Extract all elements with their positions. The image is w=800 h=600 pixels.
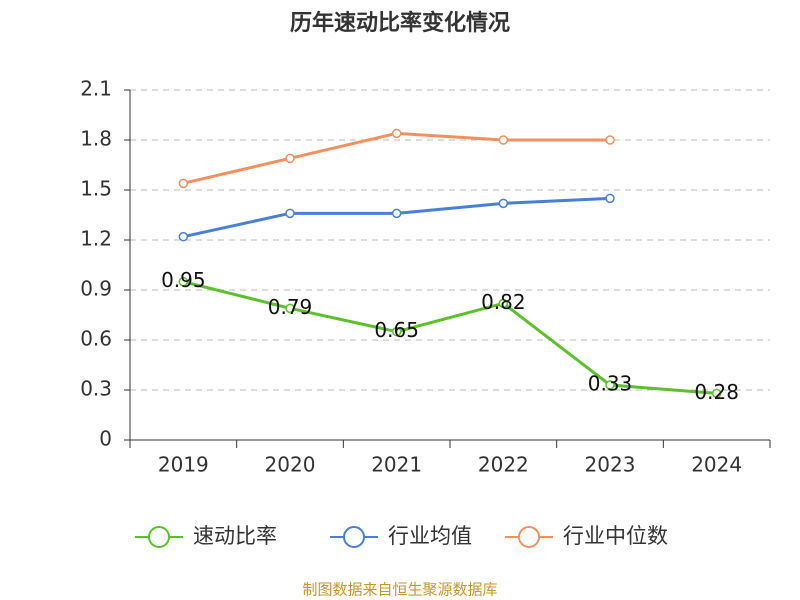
- data-point: [498, 198, 509, 209]
- data-label: 0.65: [374, 318, 419, 342]
- y-tick-label: 1.2: [80, 227, 112, 251]
- data-point: [605, 135, 615, 145]
- source-note: 制图数据来自恒生聚源数据库: [302, 581, 497, 599]
- data-point: [605, 193, 615, 204]
- legend-label: 行业中位数: [563, 524, 668, 548]
- data-point: [391, 326, 402, 337]
- data-point: [285, 303, 295, 314]
- y-tick-label: 1.5: [80, 177, 112, 201]
- y-tick-label: 0.6: [80, 327, 112, 351]
- data-label: 0.95: [161, 268, 206, 292]
- y-tick-label: 0: [99, 427, 112, 451]
- x-tick-label: 2022: [478, 453, 529, 477]
- y-tick-label: 0.3: [80, 377, 112, 401]
- legend-marker: [148, 526, 170, 548]
- data-label: 0.82: [481, 290, 526, 314]
- x-tick-label: 2024: [691, 453, 742, 477]
- data-point: [285, 208, 295, 219]
- y-tick-label: 0.9: [80, 277, 112, 301]
- legend-marker: [518, 526, 540, 548]
- legend-label: 速动比率: [193, 524, 277, 548]
- x-tick-label: 2019: [158, 453, 209, 477]
- y-tick-label: 2.1: [80, 77, 112, 101]
- data-label: 0.28: [694, 380, 739, 404]
- data-label: 0.33: [588, 372, 633, 396]
- data-point: [178, 178, 189, 189]
- data-point: [391, 208, 402, 219]
- series-line: [182, 131, 610, 185]
- data-point: [391, 128, 402, 139]
- data-point: [178, 231, 189, 242]
- data-point: [178, 276, 189, 287]
- data-point: [711, 388, 722, 399]
- legend-label: 行业均值: [388, 524, 472, 548]
- x-tick-label: 2023: [585, 453, 636, 477]
- data-point: [498, 298, 509, 309]
- data-label: 0.79: [268, 295, 313, 319]
- data-point: [605, 380, 615, 390]
- x-tick-label: 2020: [265, 453, 316, 477]
- data-point: [285, 153, 295, 164]
- series-line: [182, 280, 717, 395]
- legend-marker: [343, 526, 365, 548]
- data-point: [498, 135, 509, 145]
- chart-title: 历年速动比率变化情况: [290, 10, 510, 36]
- x-tick-label: 2021: [371, 453, 422, 477]
- y-tick-label: 1.8: [80, 127, 112, 151]
